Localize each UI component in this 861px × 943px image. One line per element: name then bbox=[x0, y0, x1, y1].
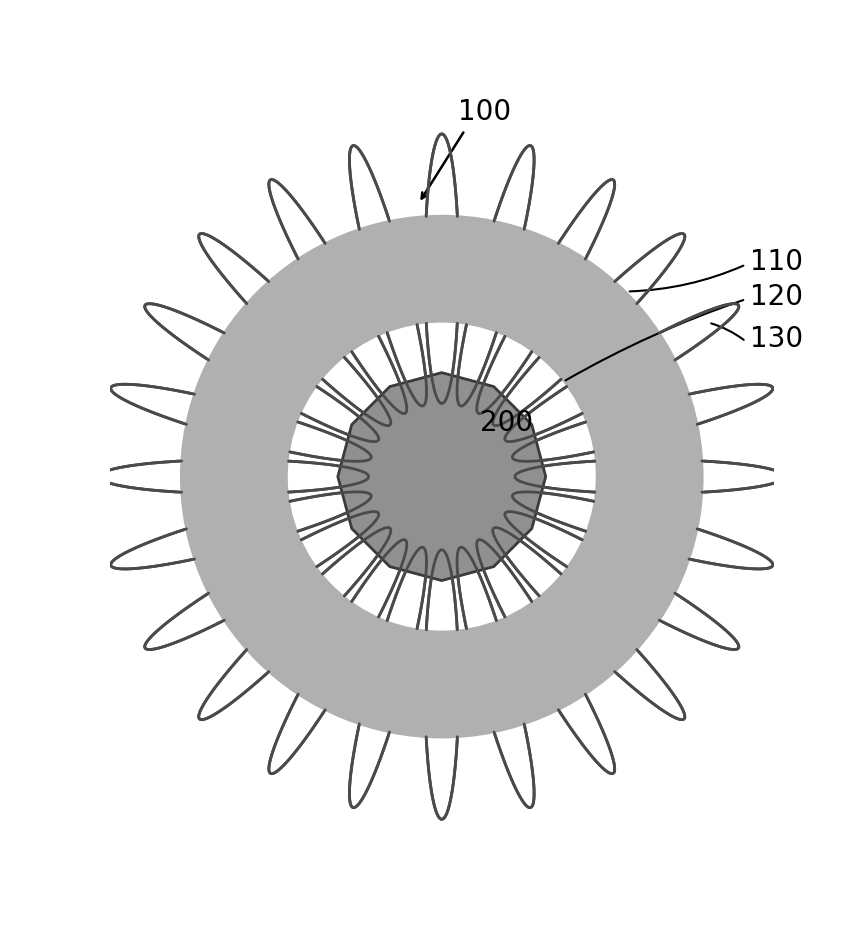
Text: 130: 130 bbox=[749, 325, 802, 354]
Text: 100: 100 bbox=[457, 98, 510, 126]
Text: 110: 110 bbox=[749, 248, 802, 276]
Circle shape bbox=[288, 323, 595, 631]
Polygon shape bbox=[338, 372, 545, 581]
Circle shape bbox=[180, 215, 703, 738]
Text: 120: 120 bbox=[749, 283, 802, 311]
Text: 200: 200 bbox=[480, 408, 533, 437]
